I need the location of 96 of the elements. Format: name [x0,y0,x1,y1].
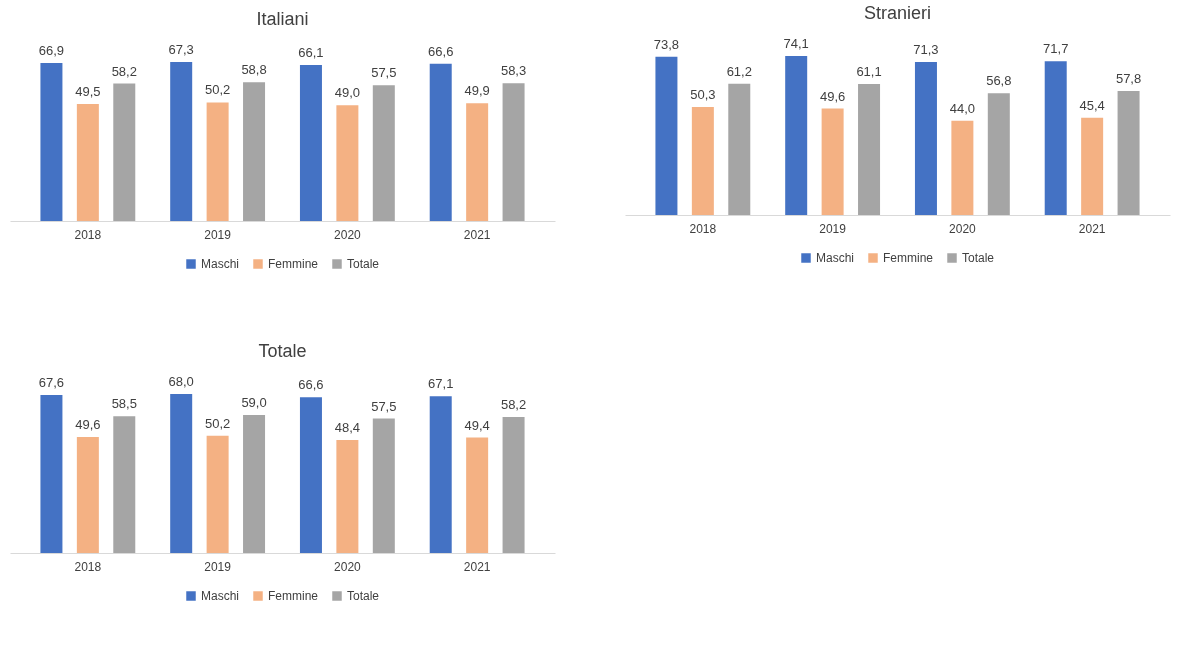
legend-label: Femmine [268,257,319,271]
chart-title: Stranieri [863,3,932,23]
data-label: 58,8 [241,62,267,78]
data-label: 74,1 [783,36,809,52]
bar [299,64,322,221]
bar [987,93,1010,215]
data-label: 58,2 [111,63,137,79]
bar [429,63,452,221]
data-label: 68,0 [168,374,194,390]
data-label: 71,7 [1043,41,1069,57]
bar [336,105,359,221]
legend-label: Totale [962,251,995,265]
bar [502,83,525,221]
data-label: 49,6 [75,417,101,433]
bar [728,83,751,215]
data-label: 58,5 [111,396,137,412]
bar [40,63,63,221]
bar [243,415,266,553]
legend-label: Totale [347,257,380,271]
bar [170,394,193,553]
legend-label: Femmine [268,589,319,603]
bar [691,107,714,215]
bar [821,108,844,215]
bar [1044,61,1067,215]
data-label: 45,4 [1079,97,1105,113]
bar [113,83,136,221]
bar [76,437,99,553]
data-label: 57,8 [1115,71,1142,87]
data-label: 61,1 [856,63,882,79]
data-label: 57,5 [371,65,397,81]
x-tick-label: 2020 [334,227,362,242]
bar [243,82,266,221]
x-tick-label: 2019 [819,221,847,236]
bar [466,103,489,221]
legend-label: Maschi [816,251,855,265]
bar [299,397,322,553]
data-label: 73,8 [653,36,680,52]
bar [40,395,63,553]
bar [206,102,229,221]
bar [170,62,193,221]
data-label: 58,2 [500,396,527,412]
data-label: 59,0 [241,395,267,411]
data-label: 50,3 [690,87,716,103]
x-tick-label: 2021 [1078,221,1106,236]
x-tick-label: 2019 [204,227,232,242]
data-label: 66,1 [298,44,324,60]
bar [429,396,452,553]
bar [336,439,359,553]
x-tick-label: 2021 [463,227,491,242]
data-label: 48,4 [334,419,361,435]
x-tick-label: 2018 [689,221,717,236]
data-label: 67,1 [428,376,454,392]
data-label: 49,5 [75,84,101,100]
data-label: 67,3 [168,42,194,58]
data-label: 49,9 [464,83,490,99]
data-label: 50,2 [204,82,231,98]
x-tick-label: 2018 [74,559,102,574]
bar [1117,91,1140,215]
x-tick-label: 2021 [463,559,491,574]
data-label: 61,2 [726,63,752,79]
bar [76,104,99,221]
legend-label: Totale [347,589,380,603]
legend-label: Maschi [201,589,240,603]
chart-title: Italiani [256,9,309,29]
data-label: 50,2 [204,415,231,431]
data-label: 66,6 [298,377,324,393]
data-label: 49,6 [819,88,846,104]
bar [206,435,229,553]
data-label: 67,6 [38,375,65,391]
data-label: 44,0 [949,100,976,116]
x-tick-label: 2019 [204,559,232,574]
bar [502,416,525,553]
data-label: 66,9 [38,43,65,59]
bar [858,83,881,215]
bar [113,416,136,553]
legend-label: Femmine [883,251,934,265]
bar [372,85,395,221]
x-tick-label: 2018 [74,227,102,242]
x-tick-label: 2020 [949,221,977,236]
bar [655,56,678,215]
data-label: 66,6 [428,43,454,59]
data-label: 56,8 [986,73,1012,89]
bar [914,62,937,215]
data-label: 49,4 [464,417,490,433]
data-label: 71,3 [913,42,939,58]
bar [466,437,489,553]
data-label: 49,0 [334,85,361,101]
data-label: 58,3 [500,63,527,79]
bar [951,120,974,215]
bar [1081,117,1104,215]
bar [785,56,808,215]
data-label: 57,5 [371,398,397,414]
bar [372,418,395,553]
chart-title: Totale [258,341,307,361]
legend-label: Maschi [201,257,240,271]
x-tick-label: 2020 [334,559,362,574]
